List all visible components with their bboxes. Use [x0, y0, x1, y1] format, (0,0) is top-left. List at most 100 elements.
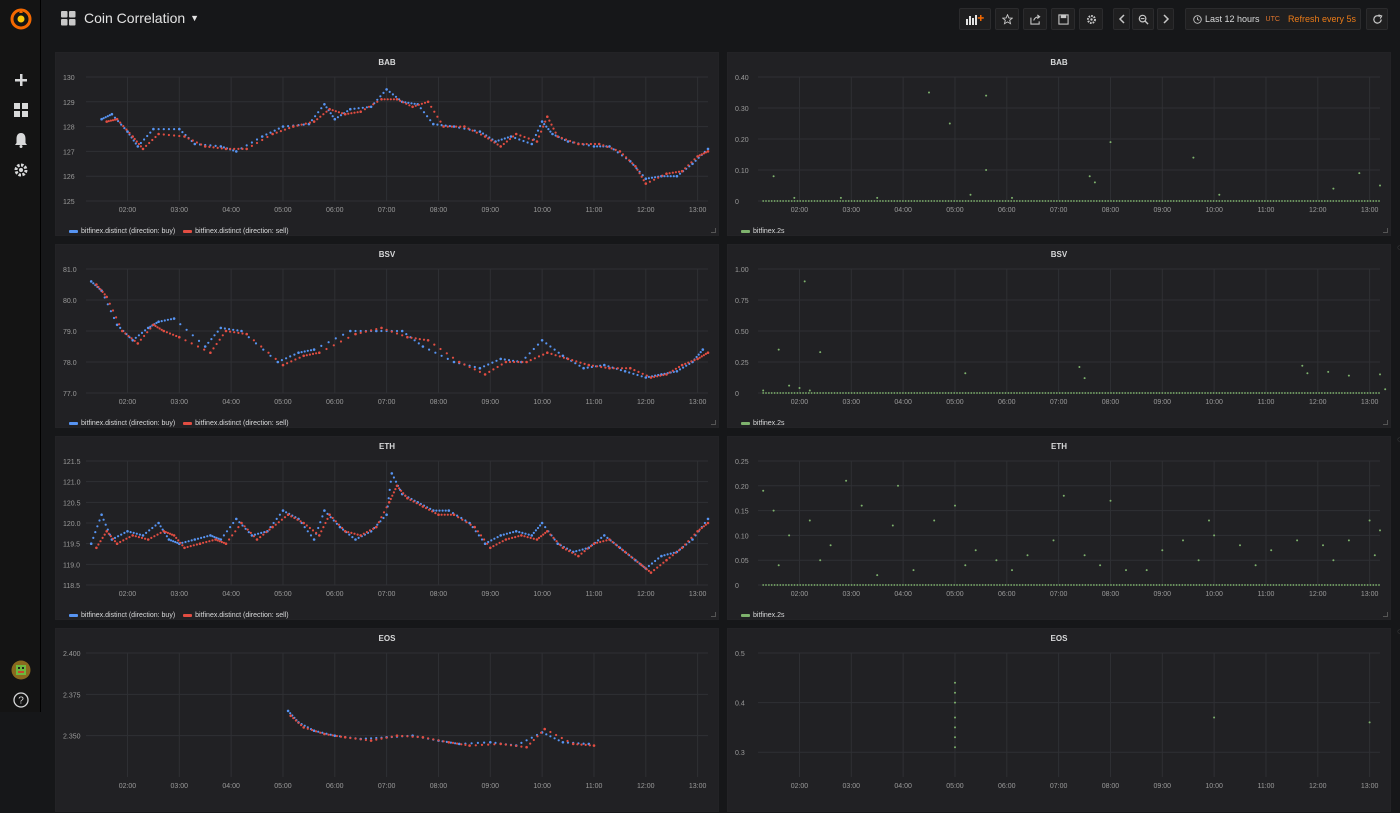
buy-point [520, 741, 523, 744]
buy-point [499, 534, 503, 537]
share-button[interactable] [1023, 8, 1047, 30]
panel-bab-price[interactable]: BAB 130 129 128 127 126 125 02:00 03:00 04:00 05:0… [55, 52, 719, 236]
grafana-logo-icon[interactable] [8, 6, 34, 32]
buy-point [514, 530, 518, 533]
rate-zero-point [993, 392, 995, 394]
panel-bab-rate[interactable]: BAB 0.40 0.30 0.20 0.10 0 02:00 03:00 04:00 05:00… [727, 52, 1391, 236]
svg-text:?: ? [18, 696, 24, 707]
zoom-out-button[interactable] [1132, 8, 1154, 30]
graph-plot[interactable]: 0.50.40.302:00 03:00 04:00 05:00 06:00 07:00 0… [728, 629, 1392, 813]
dashboards-icon[interactable] [8, 97, 34, 123]
refresh-button[interactable] [1366, 8, 1388, 30]
buy-point [178, 127, 181, 131]
x-tick-label: 03:00 [171, 207, 189, 214]
add-panel-button[interactable] [959, 8, 991, 30]
rate-point [928, 91, 930, 94]
legend-item-2s[interactable]: bitfinex.2s [741, 420, 785, 427]
rate-zero-point [796, 392, 799, 394]
legend-item-sell[interactable]: bitfinex.distinct (direction: sell) [183, 420, 289, 427]
sell-point [680, 363, 684, 367]
dashboard-picker[interactable]: Coin Correlation ▼ [61, 10, 199, 26]
rate-zero-point [842, 200, 844, 202]
rate-zero-point [1375, 392, 1377, 394]
rate-zero-point [779, 200, 782, 202]
sell-point [415, 502, 418, 505]
gear-icon[interactable] [8, 157, 34, 183]
rate-zero-point [1363, 584, 1366, 586]
legend-item-2s[interactable]: bitfinex.2s [741, 228, 785, 235]
panel-resize-handle[interactable] [1383, 420, 1388, 425]
save-button[interactable] [1051, 8, 1075, 30]
panel-resize-handle[interactable] [711, 228, 716, 233]
sell-point [546, 115, 549, 118]
sell-point [696, 357, 699, 361]
time-forward-button[interactable] [1157, 8, 1174, 30]
panel-title[interactable]: BAB [1050, 58, 1068, 67]
buy-point [473, 129, 476, 132]
legend-item-buy[interactable]: bitfinex.distinct (direction: buy) [69, 228, 175, 235]
sell-point [702, 152, 706, 155]
time-picker[interactable]: Last 12 hours UTC Refresh every 5s [1185, 8, 1361, 30]
rate-zero-point [762, 584, 765, 586]
sell-point [380, 737, 383, 740]
bell-icon[interactable] [8, 127, 34, 153]
panel-eth-rate[interactable]: ETH ◌ 0.25 0.20 0.15 0.10 0.05 0 02:00 03:00 04:00… [727, 435, 1400, 621]
rate-zero-point [1118, 200, 1121, 202]
graph-plot[interactable]: 121.5121.0120.5120.0119.5119.0118.502:00… [56, 437, 720, 621]
legend-item-sell[interactable]: bitfinex.distinct (direction: sell) [183, 228, 289, 235]
panel-title[interactable]: BSV [1050, 250, 1068, 259]
rate-zero-point [1321, 584, 1323, 586]
graph-plot[interactable]: 81.080.079.078.077.002:00 03:00 04:00 05:00… [56, 245, 720, 429]
buy-point [706, 517, 710, 521]
rate-zero-point [833, 200, 836, 202]
buy-point [481, 132, 485, 135]
buy-point [470, 742, 473, 745]
avatar[interactable] [8, 657, 34, 683]
legend-item-2s[interactable]: bitfinex.2s [741, 612, 785, 619]
panel-bsv-rate[interactable]: BSV ◌ 1.00 0.75 0.50 0.25 0 02:00 03:00 04:00 05:0… [727, 243, 1400, 429]
panel-title[interactable]: BSV [378, 250, 396, 259]
plus-icon[interactable] [8, 67, 34, 93]
panel-title[interactable]: BAB [378, 58, 396, 67]
sell-point [202, 541, 205, 544]
help-icon[interactable]: ? [8, 687, 34, 713]
panel-title[interactable]: EOS [1050, 634, 1068, 643]
panel-eth-price[interactable]: ETH 121.5 121.0 120.5 120.0 119.5 119.0 118.5 02… [55, 436, 719, 620]
rate-zero-point [930, 392, 933, 394]
rate-zero-point [890, 584, 893, 586]
star-button[interactable] [995, 8, 1019, 30]
sell-point [698, 154, 701, 157]
sell-point [347, 112, 350, 115]
panel-bsv-price[interactable]: BSV 81.0 80.0 79.0 78.0 77.0 02:00 03:00 04:00 05… [55, 244, 719, 428]
panel-title[interactable]: EOS [378, 634, 396, 643]
legend-item-buy[interactable]: bitfinex.distinct (direction: buy) [69, 420, 175, 427]
sell-point [109, 119, 112, 122]
sell-point [543, 727, 546, 731]
buy-point [487, 363, 490, 366]
rate-zero-point [1061, 584, 1064, 586]
panel-resize-handle[interactable] [711, 612, 716, 617]
panel-eos-price[interactable]: EOS 2.400 2.375 2.350 02:00 03:00 04:00 05:00 06… [55, 628, 719, 812]
panel-resize-handle[interactable] [711, 420, 716, 425]
rate-zero-point [1013, 392, 1015, 394]
panel-eos-rate[interactable]: EOS ◌ 0.5 0.4 0.3 02:00 03:00 04:00 05:00 06:00 07… [727, 627, 1400, 813]
sell-point [334, 520, 337, 523]
sell-point [442, 125, 445, 128]
panel-title[interactable]: ETH [379, 442, 395, 451]
panel-title[interactable]: ETH [1051, 442, 1067, 451]
legend-item-buy[interactable]: bitfinex.distinct (direction: buy) [69, 612, 175, 619]
panel-resize-handle[interactable] [1383, 228, 1388, 233]
time-back-button[interactable] [1113, 8, 1130, 30]
settings-button[interactable] [1079, 8, 1103, 30]
x-tick-label: 08:00 [1102, 591, 1120, 598]
rate-zero-point [899, 200, 901, 202]
legend-item-sell[interactable]: bitfinex.distinct (direction: sell) [183, 612, 289, 619]
rate-zero-point [1218, 200, 1221, 202]
panel-resize-handle[interactable] [1383, 612, 1388, 617]
sell-point [237, 147, 240, 150]
